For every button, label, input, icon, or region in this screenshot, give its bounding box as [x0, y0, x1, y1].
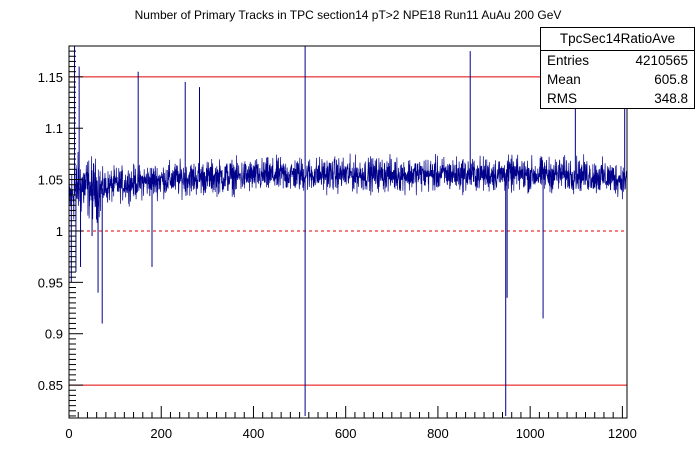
stats-row-entries: Entries 4210565	[541, 51, 694, 70]
stats-row-mean: Mean 605.8	[541, 70, 694, 89]
x-tick-label: 1200	[608, 426, 637, 441]
y-tick-label: 1	[56, 224, 63, 239]
stats-label: RMS	[547, 91, 577, 106]
data-series-line	[68, 151, 628, 224]
stats-value: 605.8	[654, 72, 688, 87]
x-tick-label: 200	[150, 426, 172, 441]
x-tick-label: 400	[243, 426, 265, 441]
y-tick-label: 0.9	[45, 327, 63, 342]
chart-title: Number of Primary Tracks in TPC section1…	[134, 8, 562, 22]
x-tick-label: 0	[65, 426, 72, 441]
stats-box: TpcSec14RatioAve Entries 4210565 Mean 60…	[540, 27, 695, 109]
x-tick-label: 600	[335, 426, 357, 441]
stats-label: Mean	[547, 72, 581, 87]
y-tick-label: 1.1	[45, 121, 63, 136]
y-tick-label: 1.05	[38, 173, 63, 188]
y-tick-label: 1.15	[38, 70, 63, 85]
x-tick-label: 1000	[516, 426, 545, 441]
stats-row-rms: RMS 348.8	[541, 89, 694, 108]
stats-label: Entries	[547, 53, 590, 68]
stats-value: 348.8	[654, 91, 688, 106]
y-tick-label: 0.95	[38, 275, 63, 290]
x-tick-label: 800	[427, 426, 449, 441]
y-tick-label: 0.85	[38, 378, 63, 393]
stats-title: TpcSec14RatioAve	[541, 28, 694, 51]
stats-value: 4210565	[635, 53, 688, 68]
plot-frame	[68, 45, 628, 419]
